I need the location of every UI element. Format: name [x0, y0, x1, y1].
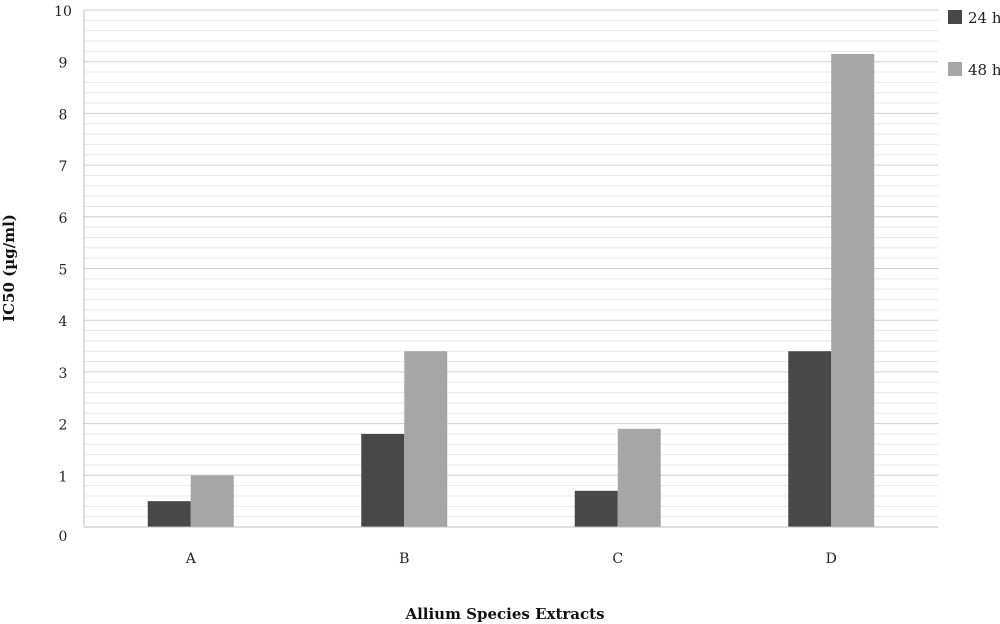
bar-b-24h [361, 433, 405, 527]
bar-d-48h [831, 53, 875, 527]
bar-b-48h [404, 351, 448, 527]
legend-swatch-48h [948, 62, 962, 76]
y-tick-label: 9 [59, 56, 68, 72]
y-tick-label: 10 [54, 4, 72, 20]
y-tick-label: 0 [59, 529, 68, 545]
y-axis-title: IC50 (µg/ml) [0, 214, 18, 322]
y-tick-label: 3 [59, 366, 68, 382]
x-tick-label-a: A [185, 551, 197, 567]
y-tick-labels: 0 1 2 3 4 5 6 7 8 9 10 [54, 4, 72, 545]
y-tick-label: 7 [59, 159, 68, 175]
x-tick-labels: A B C D [185, 551, 837, 567]
bar-c-24h [574, 490, 618, 527]
legend-swatch-24h [948, 10, 962, 24]
x-axis-title: Allium Species Extracts [404, 605, 604, 623]
axes [83, 10, 938, 528]
y-tick-label: 5 [59, 263, 68, 279]
bar-a-24h [147, 501, 191, 527]
legend-label-48h: 48 h [968, 61, 1000, 79]
x-tick-label-d: D [826, 551, 837, 567]
x-tick-label-b: B [399, 551, 409, 567]
y-tick-label: 8 [59, 107, 68, 123]
bar-c-48h [617, 428, 661, 527]
y-tick-label: 4 [59, 314, 68, 330]
bar-a-48h [190, 475, 234, 527]
x-tick-label-c: C [612, 551, 623, 567]
bar-d-24h [788, 351, 832, 527]
y-tick-label: 2 [59, 418, 68, 434]
y-tick-label: 1 [59, 469, 68, 485]
bars [147, 53, 875, 527]
y-tick-label: 6 [59, 211, 68, 227]
legend: 24 h 48 h [948, 9, 1000, 79]
legend-label-24h: 24 h [968, 9, 1000, 27]
